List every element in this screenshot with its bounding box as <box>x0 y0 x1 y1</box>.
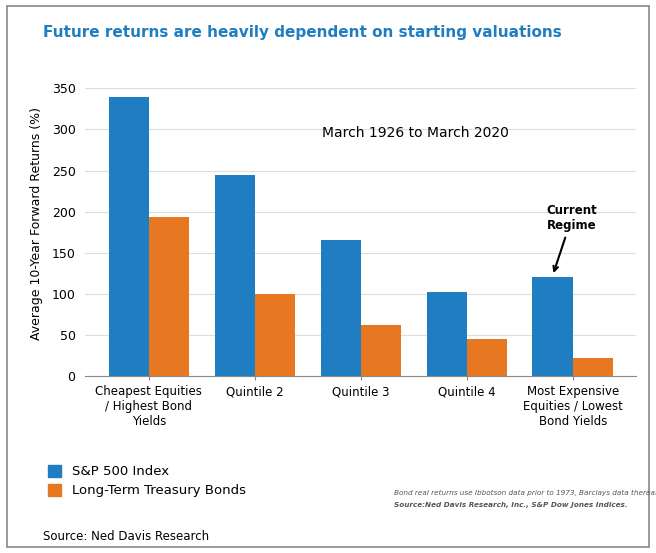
Bar <box>573 358 613 376</box>
Bar <box>149 217 189 376</box>
Text: Current
Regime: Current Regime <box>546 204 597 271</box>
Bar <box>467 339 507 376</box>
Text: Source:Ned Davis Research, Inc., S&P Dow Jones Indices.: Source:Ned Davis Research, Inc., S&P Dow… <box>394 502 627 508</box>
Text: Source: Ned Davis Research: Source: Ned Davis Research <box>43 530 209 543</box>
Text: March 1926 to March 2020: March 1926 to March 2020 <box>323 126 509 140</box>
Text: Future returns are heavily dependent on starting valuations: Future returns are heavily dependent on … <box>43 25 562 40</box>
Legend: S&P 500 Index, Long-Term Treasury Bonds: S&P 500 Index, Long-Term Treasury Bonds <box>48 465 245 497</box>
Bar <box>361 325 401 376</box>
Bar <box>109 97 149 376</box>
Bar <box>533 278 573 376</box>
Bar <box>255 294 295 376</box>
Bar <box>426 292 467 376</box>
Y-axis label: Average 10-Year Forward Returns (%): Average 10-Year Forward Returns (%) <box>30 107 43 341</box>
Text: Bond real returns use Ibbotson data prior to 1973, Barclays data thereafter.: Bond real returns use Ibbotson data prio… <box>394 489 656 495</box>
Bar <box>321 241 361 376</box>
Bar <box>215 175 255 376</box>
